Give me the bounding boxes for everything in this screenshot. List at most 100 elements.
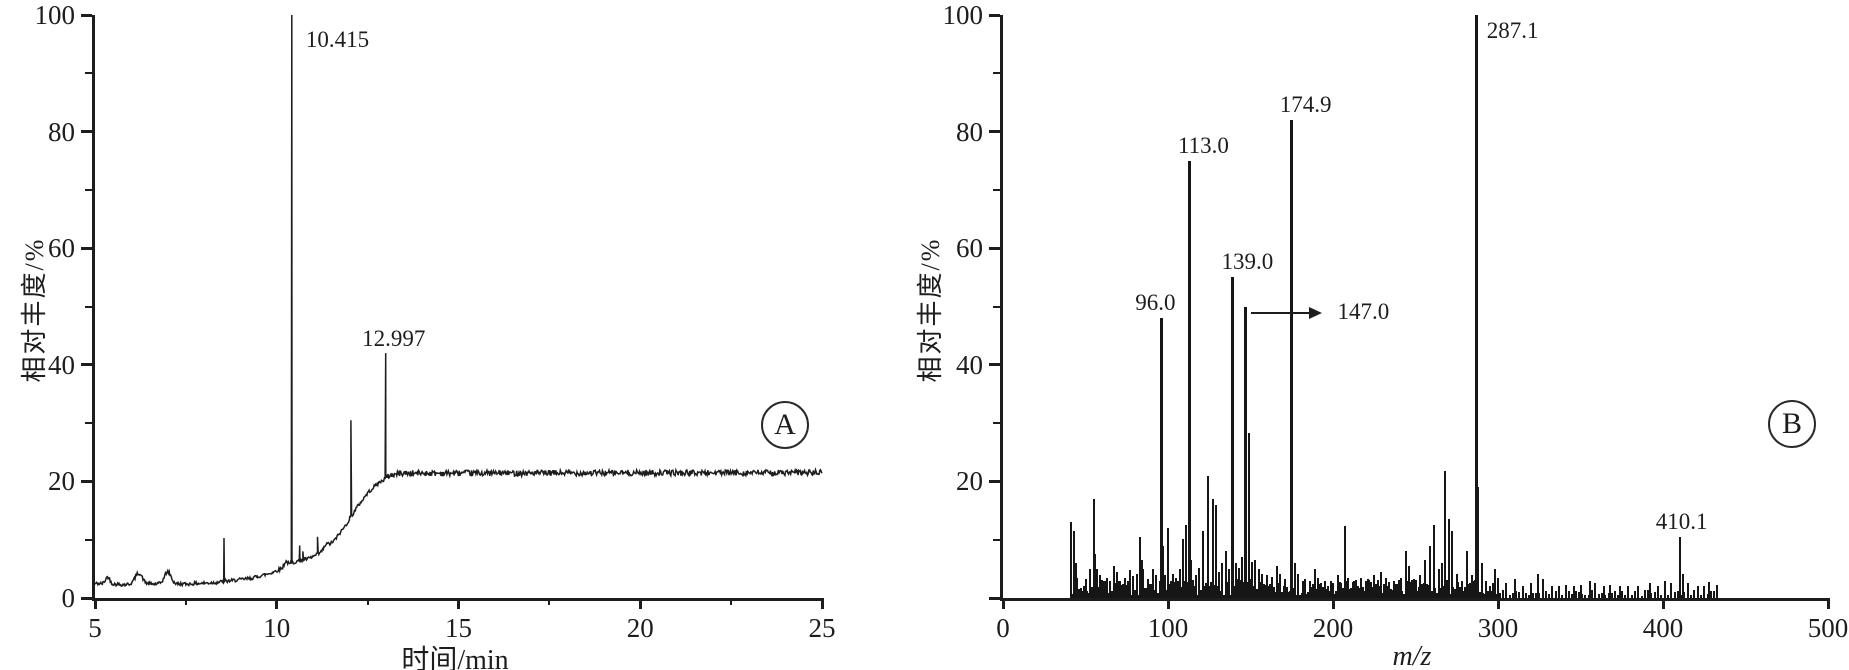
ms-stick [1716,585,1719,598]
ms-noise-stick [1422,583,1425,598]
x-tick [457,598,460,609]
ms-stick [1072,531,1075,598]
ms-noise-stick [1472,580,1475,598]
ms-stick [1218,571,1221,598]
ms-noise-stick [1394,584,1397,598]
ms-noise-stick [1287,592,1290,598]
ms-noise-stick [1597,594,1600,598]
ms-noise-stick [1487,590,1490,598]
ms-stick [1266,574,1268,598]
ms-noise-stick [1176,580,1179,598]
ms-stick [1181,538,1184,598]
y-minor-tick [85,305,92,308]
ms-noise-stick [1170,580,1173,598]
ms-noise-stick [1320,582,1323,598]
ms-stick [1455,573,1458,598]
ms-noise-stick [1402,594,1405,598]
ms-noise-stick [1134,589,1136,598]
peak-label: 147.0 [1337,298,1390,324]
ms-stick [1124,577,1127,598]
ms-noise-stick [1498,593,1501,598]
ms-noise-stick [1431,590,1433,598]
ms-stick [1290,119,1294,598]
ms-stick [1440,563,1443,598]
ms-noise-stick [1219,591,1222,598]
ms-noise-stick [1666,595,1669,598]
ms-stick [1432,525,1435,598]
ms-noise-stick [1574,590,1577,598]
ms-noise-stick [1137,594,1140,598]
ms-stick [1102,580,1105,598]
ms-stick [1294,563,1297,598]
y-tick [989,596,1000,600]
ms-stick [1313,568,1316,598]
ms-noise-stick [1508,595,1511,598]
ms-noise-stick [1117,580,1120,598]
ms-noise-stick [1620,591,1623,598]
ms-noise-stick [1209,582,1212,598]
ms-stick [1237,567,1240,598]
x-tick-label: 200 [1312,613,1354,643]
ms-stick [1076,577,1079,598]
ms-stick [1187,160,1191,598]
ms-noise-stick [1277,582,1280,598]
ms-noise-stick [1640,595,1643,598]
ms-stick [1637,586,1640,598]
ms-stick [1330,580,1333,598]
y-tick [81,363,92,367]
x-minor-tick [366,598,369,605]
ms-stick [1303,579,1306,598]
x-tick-label: 100 [1147,613,1189,643]
ms-stick [1132,575,1135,598]
ms-noise-stick [1587,595,1590,598]
ms-stick [1551,586,1554,598]
ms-stick [1175,577,1178,598]
ms-stick [1589,580,1592,598]
ms-noise-stick [1158,580,1161,598]
ms-noise-stick [1340,582,1343,598]
ms-noise-stick [1213,585,1216,598]
y-tick-label: 40 [956,349,983,380]
ms-noise-stick [1439,587,1442,598]
ms-noise-stick [1165,589,1168,598]
ms-noise-stick [1305,594,1308,598]
ms-noise-stick [1434,587,1437,598]
ms-stick [1485,580,1488,598]
y-minor-tick [993,305,1000,308]
ms-noise-stick [1607,592,1610,598]
y-tick-label: 100 [942,0,984,30]
ms-noise-stick [1204,583,1207,598]
ms-stick [1366,579,1369,598]
ms-stick [1360,577,1363,598]
panel-b-y-axis-title: 相对丰度/% [916,237,945,383]
ms-noise-stick [1706,593,1709,598]
ms-noise-stick [1409,582,1412,598]
x-tick-label: 300 [1477,613,1519,643]
ms-stick [1155,574,1158,598]
y-tick-label: 100 [34,0,76,30]
ms-noise-stick [1378,586,1381,598]
ms-noise-stick [1445,580,1448,598]
ms-stick [1703,586,1706,598]
ms-noise-stick [1468,582,1471,598]
ms-stick [1412,579,1415,598]
ms-noise-stick [1483,593,1486,598]
x-minor-tick [730,598,733,605]
ms-noise-stick [1683,592,1686,598]
ms-noise-stick [1531,592,1534,598]
ms-noise-stick [1143,588,1146,598]
y-tick-label: 0 [61,583,76,613]
ms-stick [1579,585,1582,598]
ms-noise-stick [1262,583,1265,598]
ms-noise-stick [1122,584,1125,598]
x-tick [93,598,97,609]
ms-stick [1323,580,1326,598]
ms-stick [1696,586,1699,598]
ms-noise-stick [1600,592,1603,598]
y-tick [989,479,1000,483]
ms-noise-stick [1388,581,1391,598]
x-tick [638,598,642,609]
ms-noise-stick [1709,591,1712,598]
ms-noise-stick [1101,579,1103,598]
x-tick [1166,598,1170,609]
